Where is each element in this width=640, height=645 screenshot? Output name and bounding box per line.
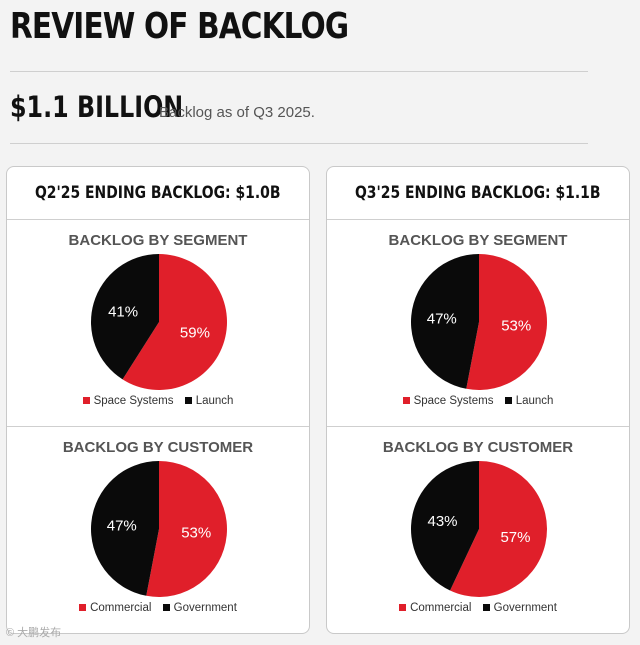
pie-label: 43%	[427, 513, 457, 530]
section-title: BACKLOG BY SEGMENT	[388, 232, 568, 249]
panel-q3: Q3'25 ENDING BACKLOG: $1.1B BACKLOG BY S…	[326, 166, 630, 634]
legend-label: Government	[493, 602, 557, 614]
pie-slice-commercial	[450, 461, 547, 597]
panel-header-label: Q2'25 ENDING BACKLOG: $1.0B	[35, 183, 281, 203]
legend-item: Launch	[504, 395, 554, 407]
legend-label: Launch	[195, 395, 234, 407]
legend-swatch-red	[79, 604, 87, 612]
pie-slice-launch	[411, 254, 479, 389]
legend-swatch-red	[402, 397, 410, 405]
legend-swatch-black	[162, 604, 170, 612]
page-title: REVIEW OF BACKLOG	[10, 6, 349, 47]
legend-swatch-black	[184, 397, 192, 405]
segment-section: BACKLOG BY SEGMENT 59% 41% Space Systems …	[7, 220, 309, 427]
divider	[10, 71, 588, 72]
legend: Space Systems Launch	[327, 395, 629, 407]
customer-pie-chart: 53% 47%	[90, 461, 227, 597]
pie-label: 57%	[500, 529, 530, 546]
legend-swatch-red	[399, 604, 407, 612]
customer-section: BACKLOG BY CUSTOMER 53% 47% Commercial Go…	[7, 427, 309, 633]
legend-item: Government	[162, 602, 237, 614]
pie-label: 53%	[501, 318, 531, 335]
legend: Commercial Government	[7, 602, 309, 614]
segment-section: BACKLOG BY SEGMENT 53% 47% Space Systems …	[327, 220, 629, 427]
section-title: BACKLOG BY SEGMENT	[68, 232, 248, 249]
legend-item: Commercial	[399, 602, 471, 614]
legend-item: Commercial	[79, 602, 151, 614]
panel-q2: Q2'25 ENDING BACKLOG: $1.0B BACKLOG BY S…	[6, 166, 310, 634]
pie-slice-space-systems	[466, 254, 547, 390]
pie-slice-government	[90, 461, 159, 596]
customer-pie-chart: 57% 43%	[411, 461, 547, 597]
pie-label: 59%	[180, 324, 210, 341]
pie-label: 47%	[427, 310, 457, 327]
panel-header: Q2'25 ENDING BACKLOG: $1.0B	[7, 167, 309, 220]
legend-item: Launch	[184, 395, 234, 407]
segment-pie-chart: 53% 47%	[411, 254, 547, 390]
pie-slice-government	[411, 461, 479, 591]
legend: Space Systems Launch	[7, 395, 309, 407]
legend: Commercial Government	[327, 602, 629, 614]
legend-item: Space Systems	[82, 395, 174, 407]
panel-header: Q3'25 ENDING BACKLOG: $1.1B	[327, 167, 629, 220]
pie-label: 41%	[108, 304, 138, 321]
divider	[10, 143, 588, 144]
pie-slice-commercial	[146, 461, 227, 597]
pie-label: 47%	[107, 517, 137, 534]
pie-slice-space-systems	[122, 254, 227, 390]
legend-label: Launch	[515, 395, 554, 407]
legend-label: Commercial	[410, 602, 472, 614]
customer-section: BACKLOG BY CUSTOMER 57% 43% Commercial Go…	[327, 427, 629, 633]
legend-swatch-black	[482, 604, 490, 612]
legend-item: Government	[482, 602, 557, 614]
legend-label: Government	[173, 602, 237, 614]
section-title: BACKLOG BY CUSTOMER	[62, 439, 254, 456]
legend-swatch-red	[82, 397, 90, 405]
panel-header-label: Q3'25 ENDING BACKLOG: $1.1B	[355, 183, 601, 203]
backlog-subtitle: Backlog as of Q3 2025.	[159, 104, 315, 121]
legend-label: Commercial	[90, 602, 152, 614]
pie-label: 53%	[181, 525, 211, 542]
segment-pie-chart: 59% 41%	[91, 254, 227, 390]
watermark: © 大鹏发布	[6, 627, 62, 639]
backlog-total: $1.1 BILLION	[10, 90, 184, 124]
pie-slice-launch	[91, 254, 159, 380]
legend-label: Space Systems	[413, 395, 494, 407]
section-title: BACKLOG BY CUSTOMER	[382, 439, 574, 456]
legend-label: Space Systems	[93, 395, 174, 407]
legend-swatch-black	[504, 397, 512, 405]
legend-item: Space Systems	[402, 395, 494, 407]
